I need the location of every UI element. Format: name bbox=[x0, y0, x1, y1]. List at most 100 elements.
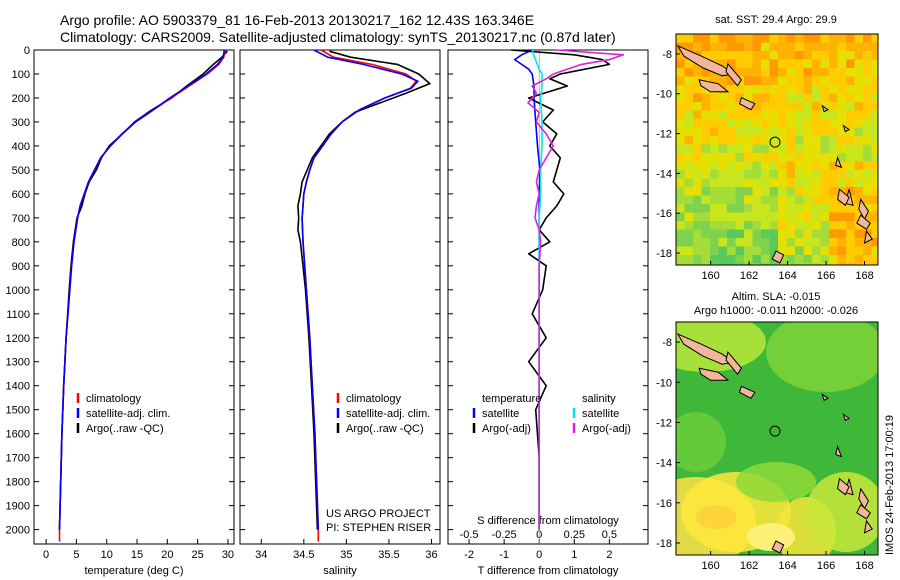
sst-cell bbox=[710, 212, 719, 222]
sst-cell bbox=[701, 238, 711, 247]
sst-cell bbox=[727, 212, 736, 222]
salinity-profile-panel: 34 34.5 35 35.5 36 salinity climatology satelli… bbox=[239, 49, 441, 577]
sst-cell bbox=[829, 238, 838, 247]
sst-cell bbox=[693, 42, 702, 52]
sst-cell bbox=[778, 178, 787, 188]
sst-cell bbox=[871, 255, 878, 264]
land-mass bbox=[835, 155, 843, 169]
sst-cell bbox=[803, 119, 813, 128]
sst-cell bbox=[846, 34, 855, 43]
sst-cell bbox=[718, 51, 728, 60]
sst-cell bbox=[684, 119, 694, 128]
sst-cell bbox=[820, 127, 830, 137]
sst-cell bbox=[854, 170, 864, 179]
sst-cell bbox=[795, 153, 804, 162]
argo-salinity-line bbox=[297, 50, 431, 530]
sst-cell bbox=[684, 187, 694, 196]
land-mass bbox=[821, 104, 829, 113]
sst-cell bbox=[863, 110, 872, 120]
sst-cell bbox=[871, 59, 878, 69]
sst-cell bbox=[752, 93, 762, 103]
sst-cell bbox=[744, 212, 753, 222]
land-mass bbox=[837, 188, 850, 207]
sst-cell bbox=[769, 246, 779, 256]
sst-cell bbox=[752, 221, 762, 230]
sst-cell bbox=[752, 229, 762, 239]
sst-cell bbox=[676, 255, 685, 264]
sst-cell bbox=[735, 161, 745, 171]
sst-cell bbox=[854, 221, 864, 230]
sst-cell bbox=[778, 34, 787, 43]
sst-cell bbox=[684, 178, 694, 188]
legend-satellite-adj-label: satellite-adj. clim. bbox=[346, 408, 430, 420]
sst-cell bbox=[718, 144, 728, 154]
sst-cell bbox=[795, 119, 804, 128]
sst-cell bbox=[829, 255, 838, 264]
sst-cell bbox=[854, 85, 864, 94]
sst-cell bbox=[693, 246, 702, 256]
sst-cell bbox=[710, 93, 719, 103]
sst-cell bbox=[752, 76, 762, 86]
sst-cell bbox=[812, 42, 821, 52]
sst-cell bbox=[786, 42, 796, 52]
sst-cell bbox=[727, 238, 736, 247]
sst-cell bbox=[871, 102, 878, 111]
sst-cell bbox=[727, 204, 736, 213]
sst-cell bbox=[837, 119, 847, 128]
sst-cell bbox=[854, 255, 864, 264]
x-tick-label: 1 bbox=[571, 549, 577, 561]
sst-cell bbox=[812, 76, 821, 86]
sst-cell bbox=[837, 170, 847, 179]
sst-cell bbox=[693, 102, 702, 111]
sst-cell bbox=[735, 51, 745, 60]
sst-cell bbox=[752, 144, 762, 154]
lon-tick-label: 168 bbox=[855, 560, 873, 572]
sst-cell bbox=[752, 170, 762, 179]
sst-cell bbox=[837, 102, 847, 111]
sst-cell bbox=[769, 144, 779, 154]
depth-tick-label: 700 bbox=[12, 213, 30, 225]
sst-cell bbox=[752, 59, 762, 69]
sst-cell bbox=[846, 153, 855, 162]
sst-cell bbox=[701, 212, 711, 222]
sst-cell bbox=[718, 93, 728, 103]
sst-cell bbox=[761, 255, 770, 264]
sst-cell bbox=[812, 51, 821, 60]
sst-cell bbox=[812, 246, 821, 256]
sst-cell bbox=[795, 136, 804, 145]
sst-cell bbox=[829, 68, 838, 77]
sst-cell bbox=[812, 161, 821, 171]
sst-cell bbox=[778, 136, 787, 145]
legend-temp-argo-label: Argo(-adj) bbox=[482, 423, 531, 435]
sst-cell bbox=[778, 238, 787, 247]
sst-cell bbox=[735, 238, 745, 247]
sst-cell bbox=[846, 42, 855, 52]
sst-cell bbox=[871, 212, 878, 222]
sst-cell bbox=[744, 76, 753, 86]
sst-cell bbox=[769, 119, 779, 128]
sst-cell bbox=[871, 51, 878, 60]
sst-cell bbox=[701, 110, 711, 120]
sst-cell bbox=[795, 238, 804, 247]
sst-cell bbox=[761, 204, 770, 213]
sst-cell bbox=[752, 187, 762, 196]
sst-cell bbox=[684, 153, 694, 162]
sst-cell bbox=[761, 51, 770, 60]
sst-cell bbox=[752, 136, 762, 145]
depth-tick-label: 900 bbox=[12, 261, 30, 273]
lat-tick-label: -14 bbox=[656, 168, 672, 180]
sst-cell bbox=[727, 59, 736, 69]
sst-cell bbox=[735, 42, 745, 52]
sst-cell bbox=[761, 178, 770, 188]
sst-cell bbox=[829, 59, 838, 69]
sst-cell bbox=[829, 161, 838, 171]
sst-cell bbox=[812, 195, 821, 205]
sst-cell bbox=[684, 144, 694, 154]
sst-cell bbox=[752, 178, 762, 188]
sst-cell bbox=[803, 51, 813, 60]
x-tick-label: 35.5 bbox=[378, 549, 399, 561]
sst-cell bbox=[871, 263, 878, 265]
sst-cell bbox=[846, 204, 855, 213]
sst-cell bbox=[820, 195, 830, 205]
sst-cell bbox=[693, 127, 702, 137]
